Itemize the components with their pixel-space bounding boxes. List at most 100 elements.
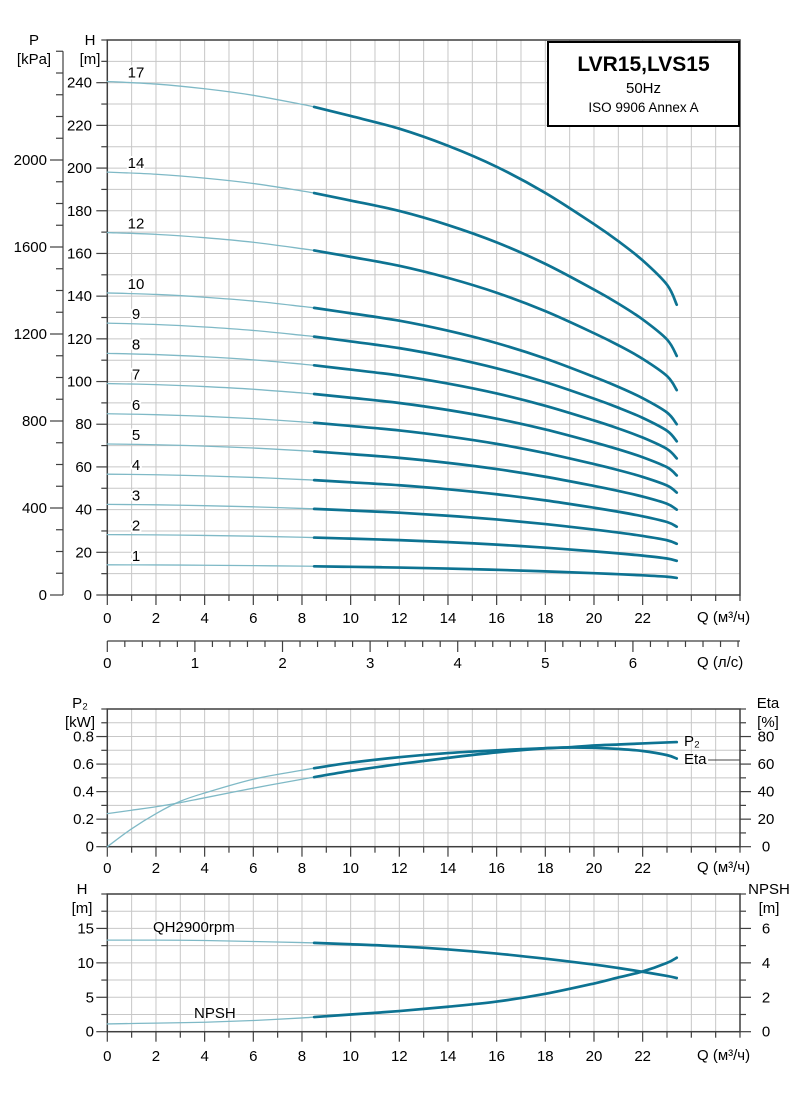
x-tick-label: 2	[152, 1048, 160, 1065]
x-tick-label: 6	[249, 1048, 257, 1065]
npsh-curve-label: NPSH	[194, 1005, 236, 1022]
npsh-axis-title: NPSH [m]	[742, 880, 796, 918]
curve-qh2900rpm-preferred-range	[106, 939, 315, 944]
qh-curve-stage-17-preferred-range	[106, 80, 315, 108]
x-tick-label: 22	[634, 610, 651, 627]
x-tick-label: 4	[200, 1048, 208, 1065]
single-stage-head-axis-title-line2: [m]	[71, 900, 93, 917]
x-tick-label: 8	[298, 1048, 306, 1065]
x-tick-label: 2	[152, 610, 160, 627]
x-tick-label: 12	[391, 1048, 408, 1065]
y-tick-label: 2	[762, 989, 770, 1006]
pressure-axis-title-line1: P	[28, 32, 39, 49]
y-tick-label: 40	[758, 784, 775, 801]
frequency-label: 50Hz	[625, 80, 662, 97]
qh-curve-stage-12	[312, 249, 679, 392]
x-tick-label: 16	[488, 860, 505, 877]
lps-tick-label: 6	[629, 655, 637, 672]
qh-curve-stage-3-preferred-range	[106, 503, 315, 510]
y-tick-label: 60	[75, 459, 92, 476]
qh-curve-stage-4	[312, 478, 679, 529]
y-tick-label: 0	[86, 1024, 94, 1041]
x-tick-label: 10	[342, 1048, 359, 1065]
y-tick-label: 0.8	[73, 729, 94, 746]
stage-count-label: 9	[132, 306, 140, 323]
x-tick-label: 20	[586, 860, 603, 877]
head-axis-title-line2: [m]	[79, 51, 101, 68]
x-tick-label: 20	[586, 610, 603, 627]
x-tick-label: 12	[391, 610, 408, 627]
y-tick-label: 120	[67, 331, 92, 348]
qh2900rpm-curve-label: QH2900rpm	[153, 919, 235, 936]
x-tick-label: 8	[298, 610, 306, 627]
pressure-tick-label: 1200	[14, 326, 47, 343]
x-tick-label: 4	[200, 610, 208, 627]
qh-curve-stage-6	[312, 421, 679, 494]
x-tick-label: 14	[440, 860, 457, 877]
stage-count-label: 10	[128, 276, 145, 293]
power-axis-title: P₂ [kW]	[56, 694, 104, 732]
pressure-tick-label: 2000	[14, 152, 47, 169]
x-tick-label: 0	[103, 1048, 111, 1065]
x-tick-label: 16	[488, 1048, 505, 1065]
y-tick-label: 180	[67, 203, 92, 220]
x-tick-label: 14	[440, 610, 457, 627]
y-tick-label: 0	[86, 839, 94, 856]
curve-npsh-preferred-range	[106, 1016, 315, 1025]
y-tick-label: 0	[762, 839, 770, 856]
pressure-tick-label: 400	[22, 500, 47, 517]
x-tick-label: 6	[249, 860, 257, 877]
y-tick-label: 140	[67, 288, 92, 305]
y-tick-label: 20	[758, 811, 775, 828]
x-tick-label: 8	[298, 860, 306, 877]
x-tick-label: 2	[152, 860, 160, 877]
y-tick-label: 0.6	[73, 756, 94, 773]
qh-curve-stage-7-preferred-range	[106, 382, 315, 395]
npsh-axis-title-line1: NPSH	[748, 881, 790, 898]
lps-tick-label: 1	[191, 655, 199, 672]
y-tick-label: 10	[77, 955, 94, 972]
y-tick-label: 80	[758, 729, 775, 746]
eta-axis-title: Eta [%]	[744, 694, 792, 732]
x-tick-label: 12	[391, 860, 408, 877]
qh-curve-stage-1-preferred-range	[106, 564, 315, 567]
x-tick-label: 22	[634, 860, 651, 877]
pressure-axis-title-line2: [kPa]	[16, 51, 52, 68]
x-tick-label: 10	[342, 610, 359, 627]
qh-curve-stage-5-preferred-range	[106, 443, 315, 453]
x-tick-label: 16	[488, 610, 505, 627]
y-tick-label: 15	[77, 920, 94, 937]
y-tick-label: 160	[67, 245, 92, 262]
y-tick-label: 0.2	[73, 811, 94, 828]
lps-tick-label: 2	[278, 655, 286, 672]
stage-count-label: 4	[132, 457, 140, 474]
qh-curve-stage-2	[312, 536, 679, 563]
curve-qh2900rpm	[312, 941, 679, 980]
y-tick-label: 0	[84, 587, 92, 604]
standard-label: ISO 9906 Annex A	[588, 100, 699, 115]
qh-curve-stage-8	[312, 363, 679, 460]
qh-curve-stage-14-preferred-range	[106, 171, 315, 194]
bottom-x-axis-unit: Q (м³/ч)	[697, 1047, 751, 1064]
qh-curve-stage-5	[312, 450, 679, 511]
x-tick-label: 18	[537, 1048, 554, 1065]
x-tick-label: 22	[634, 1048, 651, 1065]
stage-count-label: 17	[128, 65, 145, 82]
curve-eta	[312, 746, 679, 770]
curve-eta-preferred-range	[106, 767, 315, 848]
stage-count-label: 5	[132, 427, 140, 444]
qh-curve-stage-9	[312, 335, 679, 443]
eta-axis-title-line2: [%]	[757, 714, 779, 731]
pressure-tick-label: 0	[39, 587, 47, 604]
qh-curve-stage-6-preferred-range	[106, 413, 315, 424]
y-tick-label: 60	[758, 756, 775, 773]
lps-x-axis-unit: Q (л/с)	[697, 654, 744, 671]
qh-curve-stage-14	[312, 191, 679, 358]
stage-count-label: 6	[132, 397, 140, 414]
lps-tick-label: 4	[454, 655, 462, 672]
head-axis-title: H [m]	[68, 31, 112, 69]
y-tick-label: 5	[86, 989, 94, 1006]
y-tick-label: 40	[75, 502, 92, 519]
single-stage-head-axis-title-line1: H	[76, 881, 88, 898]
